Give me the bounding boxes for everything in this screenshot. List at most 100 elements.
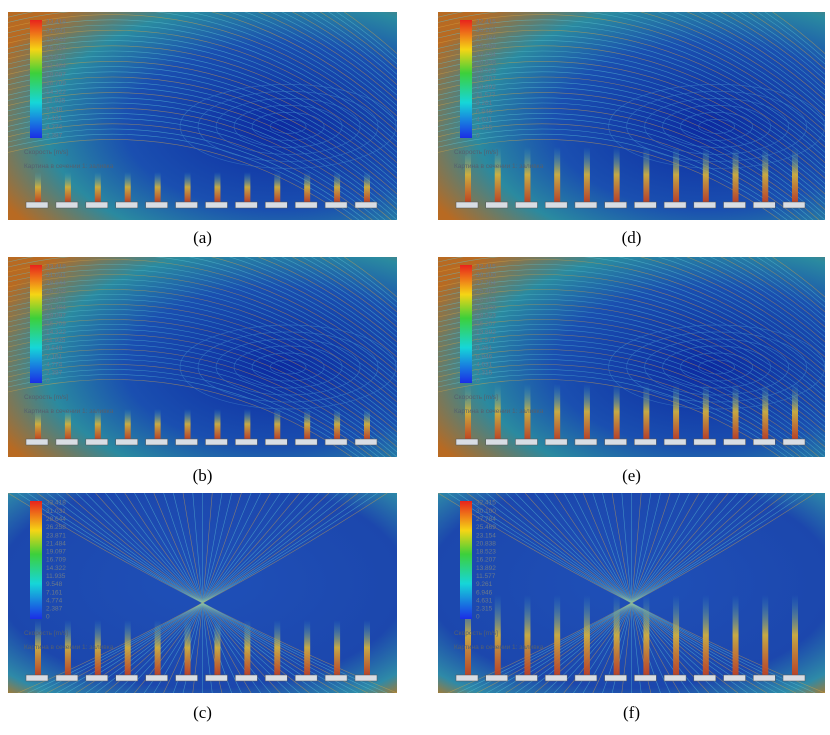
slot (574, 674, 598, 682)
jet (274, 620, 281, 675)
streamline (8, 35, 397, 153)
panel-label: (c) (193, 703, 212, 722)
vortex-line (698, 359, 735, 375)
colorbar-tick-label: 6.946 (476, 353, 493, 360)
colorbar-tick-label: 4.631 (476, 116, 493, 123)
streamline (438, 289, 825, 403)
streamline (269, 12, 397, 96)
slot (25, 674, 49, 682)
streamline (8, 274, 397, 388)
slot (205, 201, 228, 209)
slot (145, 438, 168, 446)
streamline (747, 12, 825, 70)
flow-background (438, 12, 825, 220)
legend-caption: Картина в сечении 1: заливка (24, 163, 114, 170)
slot (723, 438, 746, 446)
streamline (8, 87, 397, 205)
jet (124, 620, 131, 675)
streamline (8, 374, 360, 457)
colorbar-tick-label: 28.644 (46, 36, 66, 43)
slot (604, 674, 627, 682)
colorbar (30, 20, 42, 138)
streamline (291, 257, 397, 328)
streamline (8, 55, 397, 174)
slot (145, 201, 168, 209)
colorbar (460, 265, 472, 383)
legend-title: Скорость [m/s] (24, 149, 68, 156)
slot (515, 201, 538, 209)
slot (354, 674, 378, 682)
streamline (8, 344, 397, 457)
jet (702, 384, 709, 439)
slot (235, 201, 258, 209)
colorbar-tick-label: 20.838 (476, 304, 496, 311)
streamline (335, 12, 397, 60)
jet (35, 409, 41, 439)
streamline (438, 29, 825, 148)
streamline (764, 12, 825, 60)
jet (494, 147, 501, 202)
slot (115, 201, 138, 209)
colorbar-tick-label: 23.871 (46, 532, 66, 539)
streamline (438, 334, 825, 448)
streamline (438, 12, 825, 127)
slot (85, 438, 109, 446)
colorbar-tick-label: 0 (476, 614, 480, 621)
colorbar (460, 20, 472, 138)
colorbar-tick-label: 2.315 (476, 370, 493, 377)
slot (455, 438, 479, 446)
legend-title: Скорость [m/s] (454, 630, 498, 637)
panel-label: (a) (193, 228, 212, 247)
vortex-line (680, 112, 753, 141)
colorbar-tick-label: 4.774 (46, 124, 63, 131)
slot (485, 674, 508, 682)
streamline (438, 92, 825, 210)
jet (184, 172, 191, 202)
jet (613, 595, 620, 675)
panel-label: (f) (623, 703, 640, 722)
jet (673, 384, 680, 439)
streamline (438, 309, 825, 423)
jet (364, 620, 370, 675)
jet (64, 172, 71, 202)
vortex-line (215, 98, 361, 155)
colorbar-tick-label: 16.207 (476, 321, 496, 328)
jet (35, 172, 41, 202)
slot (544, 201, 568, 209)
colorbar-tick-label: 25.469 (476, 288, 496, 295)
vortex-line (644, 338, 789, 396)
vortex-line (680, 352, 753, 382)
colorbar-tick-label: 9.548 (46, 345, 63, 352)
colorbar-tick-label: 30.100 (476, 27, 496, 34)
streamline (438, 97, 825, 216)
streamline (8, 139, 353, 220)
streamline (343, 257, 397, 298)
panel-label: (e) (622, 466, 641, 485)
streamline (8, 61, 397, 179)
jet (124, 172, 131, 202)
streamline (438, 279, 825, 393)
jet (154, 409, 161, 439)
streamline (438, 133, 788, 220)
colorbar-tick-label: 9.261 (476, 100, 493, 107)
jet (364, 172, 370, 202)
vortex-line (197, 331, 379, 403)
streamline (8, 102, 397, 220)
slot (294, 201, 318, 209)
colorbar-tick-label: 11.935 (46, 98, 66, 105)
slot (205, 438, 228, 446)
streamline (438, 87, 825, 205)
streamline (747, 257, 825, 313)
streamline (8, 19, 397, 138)
jet (554, 384, 561, 439)
colorbar-tick-label: 14.322 (46, 89, 66, 96)
jet (334, 172, 341, 202)
jet (673, 147, 680, 202)
slot (175, 438, 198, 446)
streamline (310, 257, 397, 318)
streamline (438, 349, 820, 457)
colorbar-tick-label: 25.469 (476, 43, 496, 50)
streamline (8, 107, 392, 220)
streamline (438, 284, 825, 398)
